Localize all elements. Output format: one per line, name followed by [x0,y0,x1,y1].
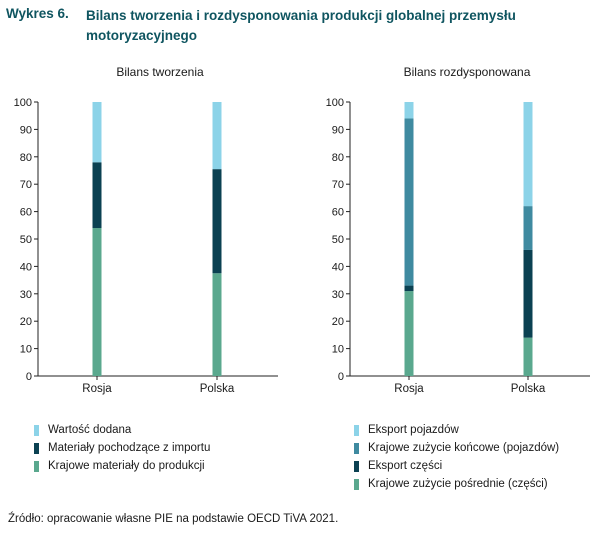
legend-swatch [34,460,39,472]
bar-segment [92,228,102,376]
bar-segment [212,273,222,376]
legend-item: Krajowe materiały do produkcji [34,457,210,475]
bar-segment [404,291,414,376]
bar-segment [523,206,533,250]
y-tick-label: 30 [332,289,344,301]
legend-label: Wartość dodana [48,424,132,436]
x-tick-label: Polska [511,383,546,395]
chart-title: Bilans tworzenia [116,65,204,79]
legend-item: Wartość dodana [34,421,210,439]
legend-label: Materiały pochodzące z importu [48,442,211,454]
y-tick-label: 50 [332,234,344,246]
y-tick-label: 100 [14,97,32,109]
x-tick-label: Rosja [82,383,112,395]
legend-item: Krajowe zużycie pośrednie (części) [354,475,559,493]
bar-segment [404,102,414,119]
y-tick-label: 0 [338,371,344,383]
y-tick-label: 60 [20,207,32,219]
y-tick-label: 70 [20,179,32,191]
figure-label: Wykres 6. [6,6,69,21]
y-tick-label: 60 [332,207,344,219]
bar-segment [212,102,222,170]
y-tick-label: 40 [332,261,344,273]
source-note: Źródło: opracowanie własne PIE na podsta… [8,513,339,525]
legend-swatch [354,478,359,490]
bar-segment [212,169,222,274]
bar-segment [404,285,414,292]
y-tick-label: 10 [332,344,344,356]
legend-label: Eksport części [368,460,443,472]
y-tick-label: 10 [20,344,32,356]
legend-swatch [34,442,39,454]
y-tick-label: 0 [26,371,32,383]
legend-item: Eksport części [354,457,559,475]
legend-swatch [34,424,39,436]
y-tick-label: 20 [20,316,32,328]
y-tick-label: 90 [20,124,32,136]
legend-item: Materiały pochodzące z importu [34,439,210,457]
legend-item: Krajowe zużycie końcowe (pojazdów) [354,439,559,457]
x-tick-label: Polska [200,383,235,395]
y-tick-label: 90 [332,124,344,136]
bar-segment [523,102,533,207]
legend-swatch [354,460,359,472]
legend-creation: Wartość dodana Materiały pochodzące z imp… [34,421,210,475]
chart-title: Bilans rozdysponowana [404,65,531,79]
legend-distribution: Eksport pojazdów Krajowe zużycie końcowe … [354,421,559,493]
legend-item: Eksport pojazdów [354,421,559,439]
y-tick-label: 30 [20,289,32,301]
figure-title: Bilans tworzenia i rozdysponowania produ… [86,8,516,43]
bar-segment [92,162,102,229]
bar-segment [523,337,533,376]
legend-label: Krajowe zużycie pośrednie (części) [368,478,548,490]
legend-swatch [354,442,359,454]
legend-label: Krajowe materiały do produkcji [48,460,205,472]
y-tick-label: 80 [20,152,32,164]
legend-label: Eksport pojazdów [368,424,459,436]
y-tick-label: 20 [332,316,344,328]
y-tick-label: 70 [332,179,344,191]
x-tick-label: Rosja [394,383,424,395]
charts-canvas: Bilans tworzenia0102030405060708090100Ro… [14,65,590,395]
y-tick-label: 50 [20,234,32,246]
legend-swatch [354,424,359,436]
bar-segment [523,249,533,338]
y-tick-label: 80 [332,152,344,164]
bar-segment [404,118,414,286]
bar-segment [92,102,102,163]
y-tick-label: 100 [326,97,344,109]
legend-label: Krajowe zużycie końcowe (pojazdów) [368,442,560,454]
y-tick-label: 40 [20,261,32,273]
